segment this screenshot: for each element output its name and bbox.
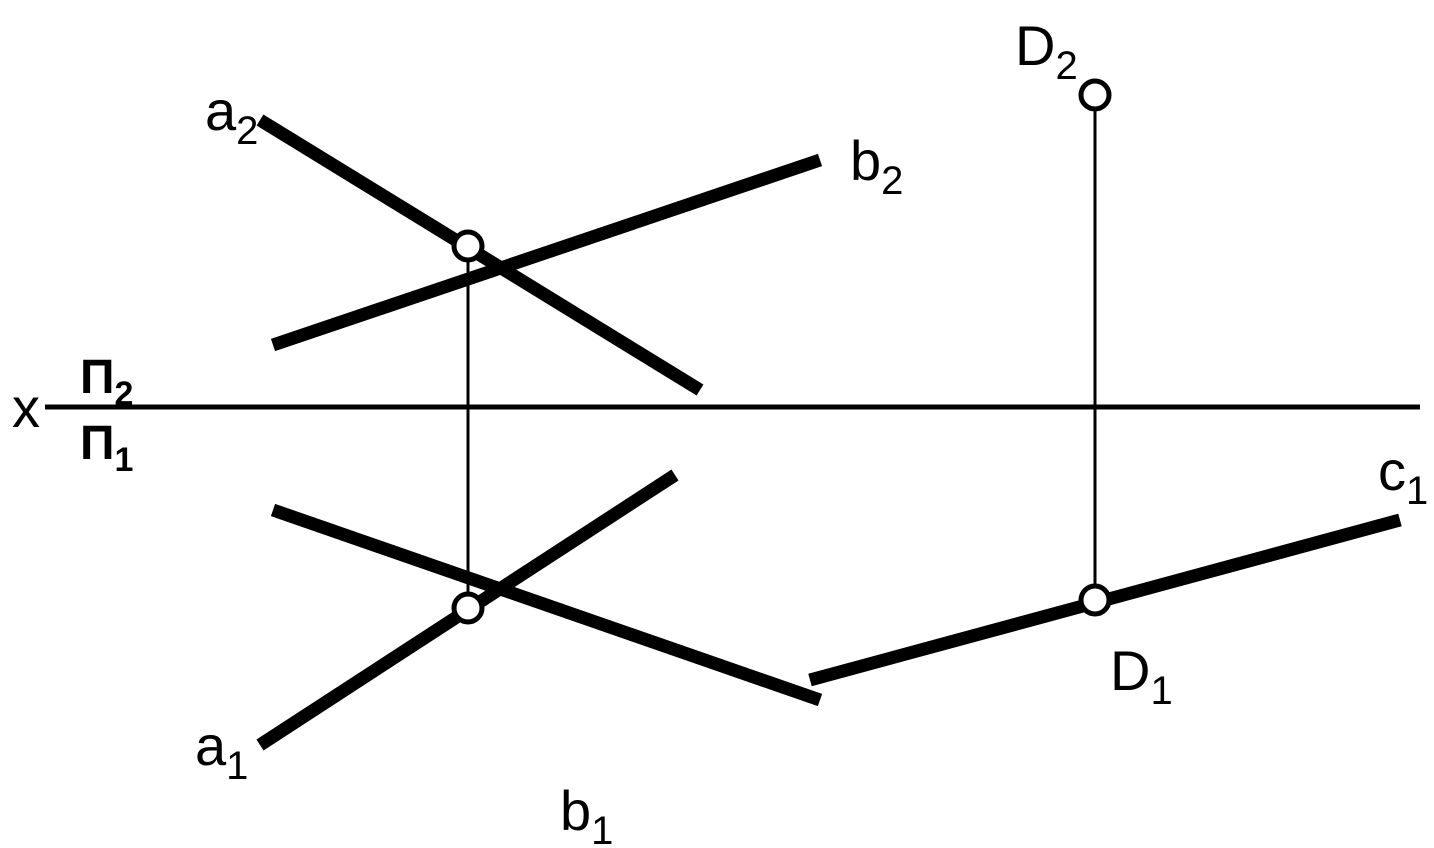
axis-label-pi1: П1 <box>80 417 133 479</box>
label-a1: a1 <box>195 714 248 788</box>
label-b2: b2 <box>850 129 903 203</box>
point-d1 <box>1081 586 1109 614</box>
point-d2 <box>1081 81 1109 109</box>
label-b1: b1 <box>560 779 613 848</box>
intersection-upper <box>454 232 482 260</box>
label-d1: D1 <box>1110 639 1173 713</box>
line-b2 <box>273 160 820 345</box>
label-c1: c1 <box>1378 439 1428 513</box>
axis-label-x: х <box>12 376 40 439</box>
diagram-canvas: х П2 П1 a2 b2 a1 b1 c1 D2 D1 <box>0 0 1434 848</box>
label-a2: a2 <box>205 79 258 153</box>
intersection-lower <box>454 594 482 622</box>
axis-label-pi2: П2 <box>80 351 133 413</box>
line-a1 <box>273 510 820 700</box>
label-d2: D2 <box>1015 14 1078 88</box>
